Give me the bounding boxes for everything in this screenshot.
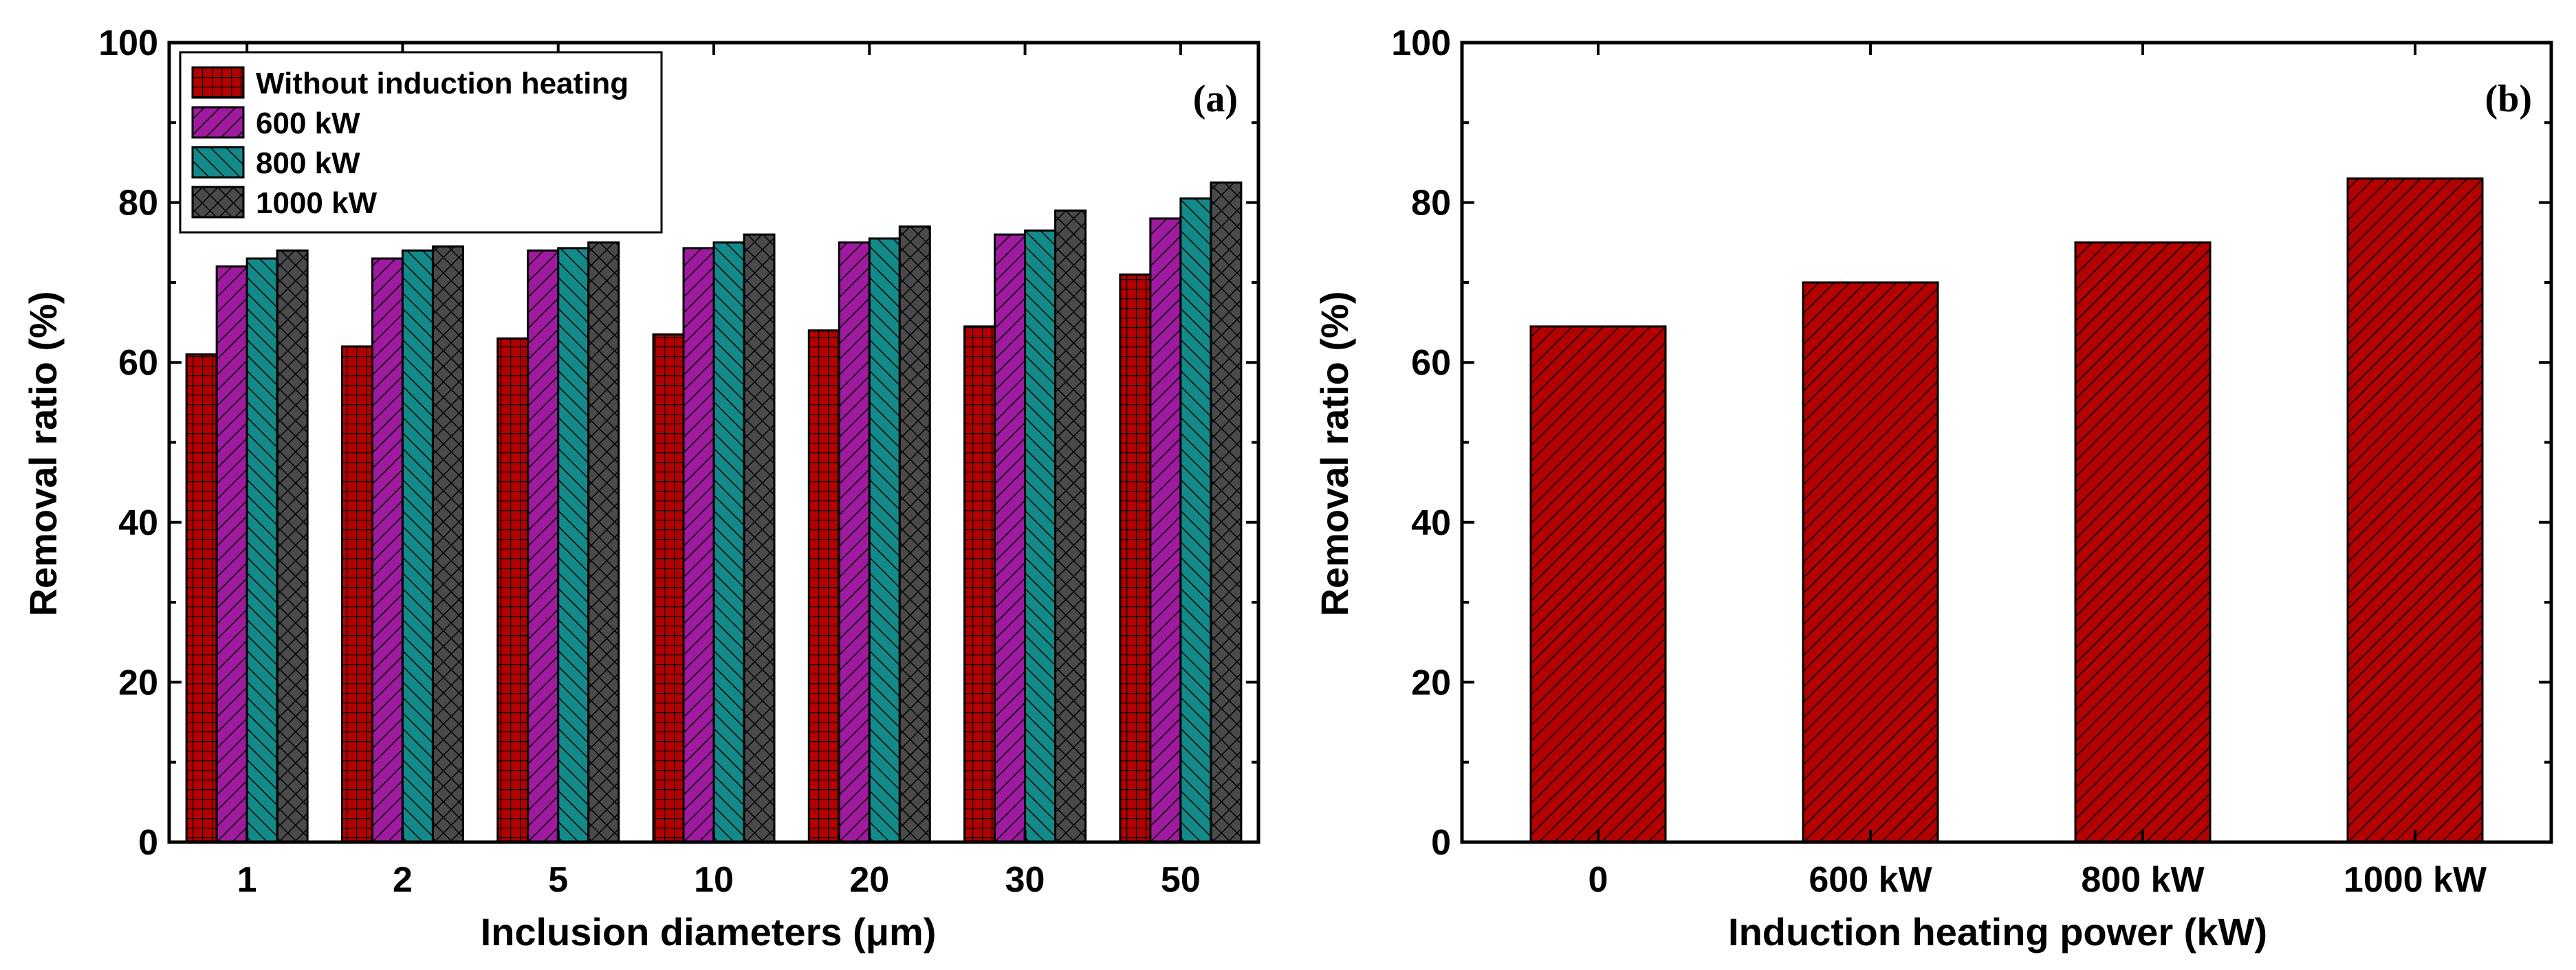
legend-label: Without induction heating xyxy=(256,67,629,100)
bar xyxy=(1179,197,1212,844)
legend-box xyxy=(179,51,663,234)
panel-label-b: (b) xyxy=(2485,78,2532,120)
bar xyxy=(2346,177,2484,844)
bar xyxy=(185,353,218,844)
x-axis-title-b: Induction heating power (kW) xyxy=(1728,910,2267,954)
bar xyxy=(245,257,279,844)
y-tick-label: 0 xyxy=(138,823,158,863)
bar xyxy=(838,241,871,844)
y-tick-label: 80 xyxy=(1411,184,1451,223)
y-tick-label: 100 xyxy=(98,23,158,63)
bar xyxy=(963,325,996,844)
bar xyxy=(276,249,309,844)
legend-swatch xyxy=(191,186,245,219)
y-axis-title-a: Removal ratio (%) xyxy=(21,291,65,617)
y-tick-label: 40 xyxy=(118,503,158,543)
bar xyxy=(1024,229,1057,844)
bar xyxy=(527,249,560,844)
y-tick-label: 100 xyxy=(1391,23,1451,63)
bar xyxy=(401,249,434,844)
x-tick-label: 5 xyxy=(548,860,568,900)
bar xyxy=(587,241,620,844)
panel-label-a: (a) xyxy=(1193,78,1238,120)
bar xyxy=(994,233,1027,844)
chart-panel-b: 0 20 40 60 80 100 0 600 kW 800 kW 1000 kW (b) Ind… xyxy=(1313,23,2553,954)
bar xyxy=(1529,325,1667,844)
bar-group-b xyxy=(1529,177,2484,844)
y-tick-label: 60 xyxy=(118,343,158,383)
bar xyxy=(1054,209,1087,844)
chart-panel-a: 0 20 40 60 80 100 1 2 5 10 20 30 50 (a) Inclusion di… xyxy=(21,23,1260,954)
y-tick-label: 0 xyxy=(1431,823,1451,863)
y-tick-label: 40 xyxy=(1411,503,1451,543)
bar xyxy=(868,237,901,844)
x-tick-label: 50 xyxy=(1161,860,1201,900)
bar xyxy=(1149,217,1182,844)
bar xyxy=(2074,241,2212,844)
y-tick-label: 80 xyxy=(118,184,158,223)
bar xyxy=(1119,273,1152,844)
y-tick-label: 20 xyxy=(118,663,158,703)
x-tick-label: 20 xyxy=(849,860,889,900)
bar xyxy=(557,247,590,844)
x-tick-label: 600 kW xyxy=(1809,860,1932,900)
bar xyxy=(431,245,464,844)
tick-group-a: 0 20 40 60 80 100 1 2 5 10 20 30 50 xyxy=(98,23,1258,900)
bar xyxy=(1802,281,1939,844)
legend-label: 1000 kW xyxy=(256,186,378,220)
x-tick-label: 800 kW xyxy=(2081,860,2205,900)
tick-group-b: 0 20 40 60 80 100 0 600 kW 800 kW 1000 kW xyxy=(1391,23,2551,900)
y-axis-title-b: Removal ratio (%) xyxy=(1313,291,1356,617)
legend-label: 600 kW xyxy=(256,107,360,140)
x-tick-label: 30 xyxy=(1005,860,1045,900)
bar xyxy=(682,247,715,844)
x-tick-label: 1 xyxy=(237,860,257,900)
x-tick-label: 1000 kW xyxy=(2344,860,2487,900)
bar xyxy=(340,345,373,844)
bar xyxy=(1210,181,1243,844)
x-tick-label: 0 xyxy=(1589,860,1608,900)
y-tick-label: 60 xyxy=(1411,343,1451,383)
x-axis-title-a: Inclusion diameters (μm) xyxy=(481,910,937,954)
legend-swatch xyxy=(191,66,245,99)
legend-swatch xyxy=(191,146,245,179)
bar-group-a xyxy=(185,181,1243,844)
bar xyxy=(743,233,776,844)
bar xyxy=(371,257,404,844)
y-tick-label: 20 xyxy=(1411,663,1451,703)
x-tick-label: 10 xyxy=(694,860,734,900)
legend-swatch xyxy=(191,106,245,139)
bar xyxy=(712,241,745,844)
bar xyxy=(898,225,931,844)
x-tick-label: 2 xyxy=(393,860,413,900)
legend-a: Without induction heating 600 kW 800 kW 100… xyxy=(179,51,663,234)
bar xyxy=(496,337,530,844)
legend-label: 800 kW xyxy=(256,146,360,180)
bar xyxy=(652,333,685,844)
bar xyxy=(807,329,840,844)
bar xyxy=(215,265,248,844)
